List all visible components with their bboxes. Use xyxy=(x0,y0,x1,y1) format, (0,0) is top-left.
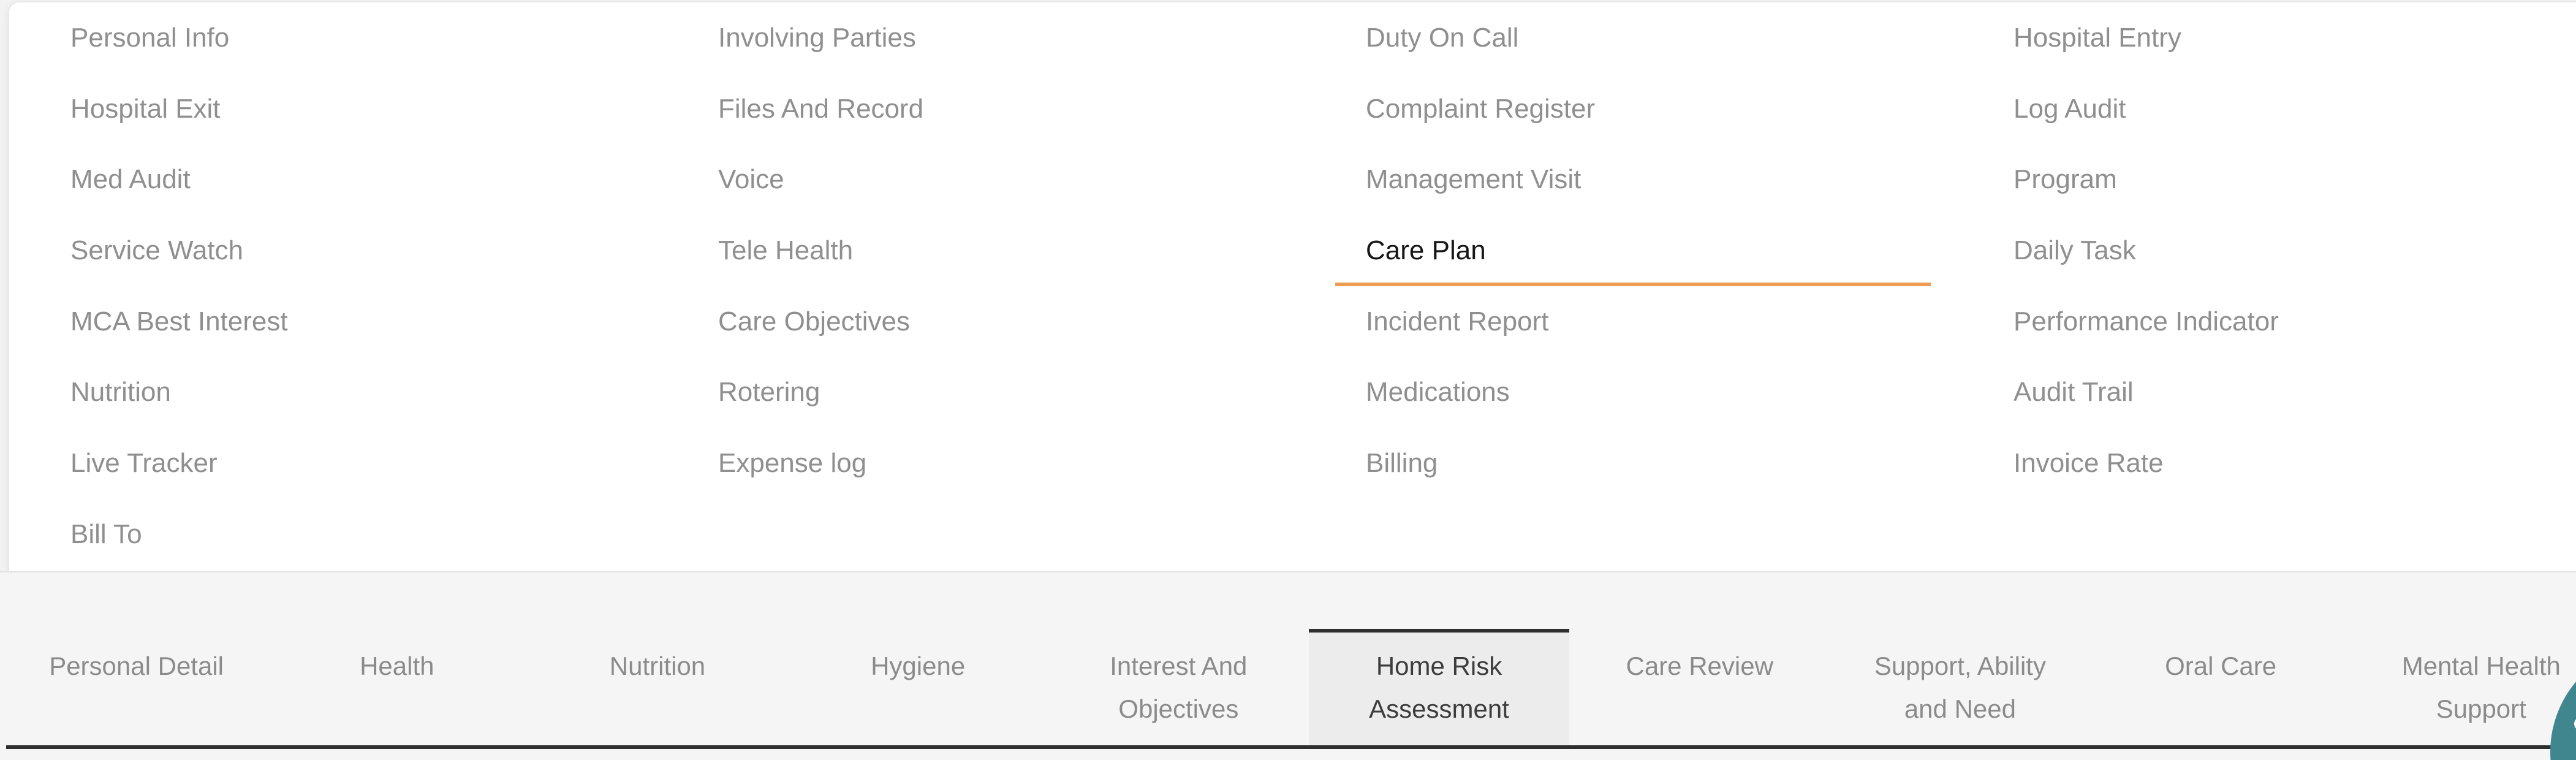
menu-item-label: Audit Trail xyxy=(2013,377,2134,408)
menu-item-audit-trail[interactable]: Audit Trail xyxy=(1983,357,2576,428)
menu-item-label: Nutrition xyxy=(70,377,171,408)
menu-item-label: Service Watch xyxy=(70,235,244,265)
menu-item-involving-parties[interactable]: Involving Parties xyxy=(688,2,1283,74)
menu-item-label: Log Audit xyxy=(2013,93,2126,124)
tab-label: Interest And Objectives xyxy=(1110,652,1248,723)
menu-item-label: Voice xyxy=(718,164,784,195)
menu-item-med-audit[interactable]: Med Audit xyxy=(40,144,635,215)
tab-health[interactable]: Health xyxy=(267,572,527,745)
menu-item-invoice-rate[interactable]: Invoice Rate xyxy=(1983,428,2576,499)
menu-item-live-tracker[interactable]: Live Tracker xyxy=(40,428,635,499)
menu-item-label: Incident Report xyxy=(1366,306,1549,336)
menu-item-expense-log[interactable]: Expense log xyxy=(688,428,1283,499)
menu-item-label: Complaint Register xyxy=(1366,93,1596,124)
menu-item-label: Hospital Entry xyxy=(2013,22,2181,53)
menu-item-service-watch[interactable]: Service Watch xyxy=(40,215,635,286)
menu-column: Hospital Entry Log Audit Program Daily T… xyxy=(1983,2,2576,570)
menu-item-label: Care Objectives xyxy=(718,306,911,336)
tab-label: Support, Ability and Need xyxy=(1874,652,2046,723)
circle-icon xyxy=(2574,717,2576,731)
menu-item-nutrition[interactable]: Nutrition xyxy=(40,357,635,428)
active-menu-underline xyxy=(1335,282,1931,286)
menu-item-hospital-entry[interactable]: Hospital Entry xyxy=(1983,2,2576,74)
menu-item-label: Program xyxy=(2013,164,2117,195)
menu-item-mca-best-interest[interactable]: MCA Best Interest xyxy=(40,286,635,357)
menu-item-incident-report[interactable]: Incident Report xyxy=(1335,286,1931,357)
menu-item-label: Billing xyxy=(1366,447,1438,478)
menu-column: Duty On Call Complaint Register Manageme… xyxy=(1335,2,1931,570)
tab-interest-and-objectives[interactable]: Interest And Objectives xyxy=(1048,572,1309,745)
menu-item-billing[interactable]: Billing xyxy=(1335,428,1931,499)
menu-item-label: Live Tracker xyxy=(70,447,218,478)
tabbar-bottom-line xyxy=(6,745,2576,749)
record-menu-panel: Personal Info Hospital Exit Med Audit Se… xyxy=(8,1,2576,571)
menu-item-performance-indicator[interactable]: Performance Indicator xyxy=(1983,286,2576,357)
tab-label: Oral Care xyxy=(2165,652,2277,680)
tab-mental-health-support[interactable]: Mental Health Support xyxy=(2351,572,2576,745)
menu-item-bill-to[interactable]: Bill To xyxy=(40,499,635,570)
menu-item-files-and-record[interactable]: Files And Record xyxy=(688,74,1283,145)
menu-item-hospital-exit[interactable]: Hospital Exit xyxy=(40,74,635,145)
tab-label: Hygiene xyxy=(871,652,966,680)
menu-item-care-objectives[interactable]: Care Objectives xyxy=(688,286,1283,357)
menu-item-rotering[interactable]: Rotering xyxy=(688,357,1283,428)
tab-label: Personal Detail xyxy=(49,652,224,680)
tab-label: Nutrition xyxy=(609,652,706,680)
menu-item-label: Tele Health xyxy=(718,235,854,265)
menu-item-label: Hospital Exit xyxy=(70,93,221,124)
record-menu-grid: Personal Info Hospital Exit Med Audit Se… xyxy=(40,2,2576,570)
menu-item-label: Rotering xyxy=(718,377,820,408)
menu-item-label: Daily Task xyxy=(2013,235,2136,265)
menu-item-tele-health[interactable]: Tele Health xyxy=(688,215,1283,286)
tab-label: Health xyxy=(360,652,434,680)
assessment-tabs: Personal Detail Health Nutrition Hygiene… xyxy=(6,572,2576,745)
menu-item-log-audit[interactable]: Log Audit xyxy=(1983,74,2576,145)
menu-item-management-visit[interactable]: Management Visit xyxy=(1335,144,1931,215)
tab-nutrition[interactable]: Nutrition xyxy=(527,572,787,745)
active-tab-background xyxy=(1308,629,1570,745)
menu-item-label: Expense log xyxy=(718,447,867,478)
tab-label: Care Review xyxy=(1626,652,1773,680)
tab-home-risk-assessment[interactable]: Home Risk Assessment xyxy=(1308,572,1570,745)
menu-item-label: Involving Parties xyxy=(718,22,916,53)
tab-label: Mental Health Support xyxy=(2401,652,2561,723)
tab-label: Home Risk Assessment xyxy=(1369,652,1509,723)
menu-item-label: Care Plan xyxy=(1366,235,1486,265)
menu-item-duty-on-call[interactable]: Duty On Call xyxy=(1335,2,1931,74)
menu-item-daily-task[interactable]: Daily Task xyxy=(1983,215,2576,286)
menu-item-voice[interactable]: Voice xyxy=(688,144,1283,215)
tab-care-review[interactable]: Care Review xyxy=(1569,572,1830,745)
menu-column: Involving Parties Files And Record Voice… xyxy=(688,2,1283,570)
menu-item-label: Files And Record xyxy=(718,93,924,124)
assessment-tabbar: Personal Detail Health Nutrition Hygiene… xyxy=(0,571,2576,760)
menu-item-label: Performance Indicator xyxy=(2013,306,2279,336)
menu-item-label: MCA Best Interest xyxy=(70,306,288,336)
menu-item-care-plan[interactable]: Care Plan xyxy=(1335,215,1931,286)
menu-item-label: Duty On Call xyxy=(1366,22,1519,53)
menu-item-label: Medications xyxy=(1366,377,1510,408)
tab-personal-detail[interactable]: Personal Detail xyxy=(6,572,267,745)
menu-item-label: Bill To xyxy=(70,519,142,549)
menu-item-program[interactable]: Program xyxy=(1983,144,2576,215)
menu-item-medications[interactable]: Medications xyxy=(1335,357,1931,428)
tab-oral-care[interactable]: Oral Care xyxy=(2091,572,2351,745)
menu-item-label: Management Visit xyxy=(1366,164,1582,195)
menu-item-label: Personal Info xyxy=(70,22,230,53)
menu-item-personal-info[interactable]: Personal Info xyxy=(40,2,635,74)
tab-hygiene[interactable]: Hygiene xyxy=(788,572,1048,745)
menu-column: Personal Info Hospital Exit Med Audit Se… xyxy=(40,2,635,570)
tab-support-ability-and-need[interactable]: Support, Ability and Need xyxy=(1830,572,2090,745)
menu-item-label: Invoice Rate xyxy=(2013,447,2164,478)
menu-item-complaint-register[interactable]: Complaint Register xyxy=(1335,74,1931,145)
menu-item-label: Med Audit xyxy=(70,164,191,195)
